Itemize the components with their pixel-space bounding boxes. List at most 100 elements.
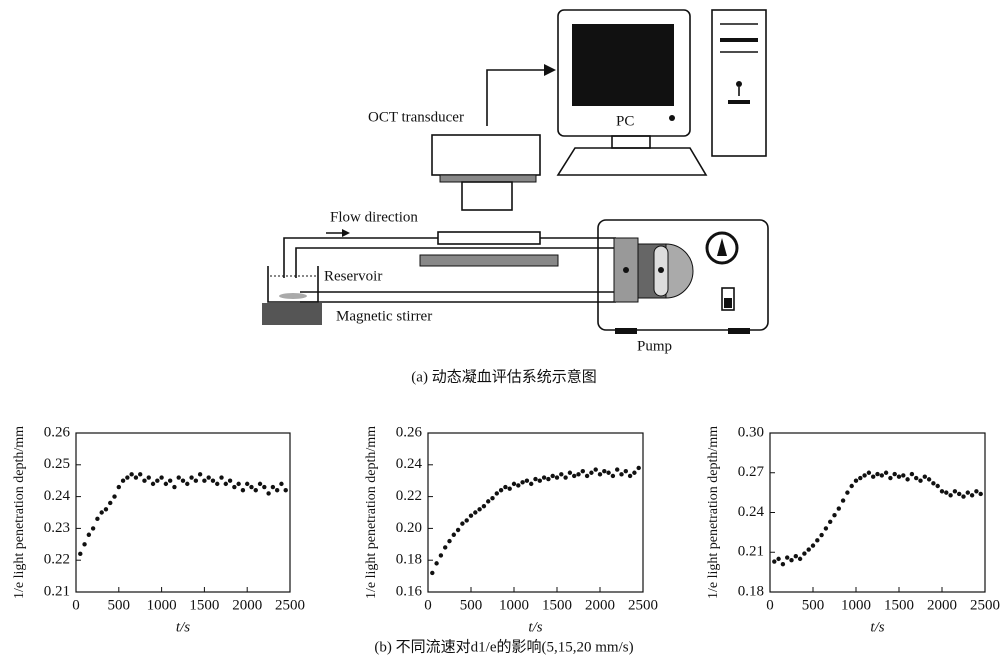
- point: [193, 478, 199, 483]
- point: [283, 488, 288, 493]
- point: [554, 475, 560, 480]
- plot-frame: [427, 432, 644, 593]
- x-tick-label: 500: [460, 597, 483, 613]
- point: [163, 481, 169, 487]
- plot-frame: [75, 432, 291, 593]
- point: [202, 478, 207, 483]
- point: [99, 510, 104, 515]
- monitor-base: [556, 147, 708, 176]
- point: [274, 488, 280, 493]
- x-tick-label: 1000: [499, 597, 529, 613]
- point: [627, 473, 633, 479]
- y-tick-label: 0.16: [396, 583, 423, 599]
- point: [537, 478, 542, 483]
- x-tick-label: 0: [766, 597, 774, 613]
- y-tick-label: 0.20: [396, 520, 422, 536]
- point: [828, 519, 833, 524]
- pin: [623, 267, 629, 273]
- point: [615, 467, 620, 472]
- label: Pump: [637, 338, 672, 354]
- point: [232, 484, 237, 490]
- x-tick-label: 1000: [841, 597, 871, 613]
- point: [253, 488, 258, 493]
- point: [546, 476, 551, 482]
- point: [257, 481, 263, 487]
- point: [507, 486, 512, 491]
- caption: (b) 不同流速对d1/e的影响(5,15,20 mm/s): [374, 638, 633, 655]
- pump-rotor: [665, 243, 694, 299]
- x-tick-label: 2500: [628, 597, 658, 613]
- point: [802, 551, 807, 556]
- point: [95, 516, 100, 522]
- point: [935, 483, 940, 489]
- point: [776, 556, 781, 562]
- point: [112, 494, 117, 499]
- point: [772, 559, 777, 564]
- x-tick-label: 1000: [147, 597, 177, 613]
- point: [871, 474, 876, 479]
- point: [82, 542, 87, 547]
- point: [215, 481, 220, 487]
- point: [606, 470, 611, 475]
- point: [447, 538, 452, 544]
- point: [785, 555, 790, 560]
- point: [845, 490, 850, 495]
- y-tick-label: 0.24: [396, 456, 423, 472]
- tube: [295, 247, 616, 278]
- point: [832, 512, 837, 518]
- y-tick-label: 0.25: [44, 456, 70, 472]
- point: [892, 471, 897, 477]
- point: [944, 490, 949, 495]
- monitor-neck: [611, 135, 651, 149]
- y-axis-label: 1/e light penetration depth/mm: [364, 426, 379, 599]
- point: [901, 473, 906, 478]
- point: [563, 475, 568, 480]
- point: [520, 480, 525, 485]
- point: [460, 521, 465, 526]
- arrow-head: [342, 229, 350, 237]
- plot-frame: [769, 432, 986, 593]
- point: [853, 478, 859, 483]
- point: [810, 543, 816, 548]
- point: [494, 491, 499, 496]
- screen: [572, 24, 674, 106]
- point: [909, 471, 915, 477]
- point: [961, 494, 966, 499]
- point: [197, 472, 203, 477]
- point: [511, 481, 517, 487]
- point: [481, 503, 487, 509]
- point: [249, 484, 254, 490]
- point: [905, 477, 910, 482]
- dial-needle: [717, 238, 727, 256]
- label: Magnetic stirrer: [336, 308, 432, 324]
- point: [451, 532, 456, 537]
- point: [789, 558, 794, 563]
- label: OCT transducer: [368, 109, 464, 125]
- point: [619, 472, 624, 477]
- y-tick-label: 0.23: [44, 520, 70, 536]
- point: [632, 470, 637, 475]
- point: [90, 526, 96, 531]
- caption: (a) 动态凝血评估系统示意图: [411, 367, 596, 385]
- label: PC: [616, 113, 634, 129]
- point: [541, 475, 547, 480]
- x-axis-label: t/s: [870, 619, 884, 635]
- point: [918, 478, 923, 483]
- point: [240, 488, 246, 493]
- power-dot: [669, 115, 675, 121]
- point: [155, 478, 160, 483]
- x-tick-label: 2000: [927, 597, 957, 613]
- point: [176, 475, 181, 480]
- y-tick-label: 0.22: [44, 552, 70, 568]
- point: [172, 484, 177, 490]
- point: [550, 473, 555, 479]
- tower: [711, 9, 767, 157]
- x-tick-label: 2000: [232, 597, 262, 613]
- point: [516, 483, 521, 488]
- point: [524, 478, 530, 483]
- reservoir: [267, 266, 319, 303]
- oct-box: [431, 134, 541, 176]
- point: [464, 518, 469, 523]
- point: [103, 507, 109, 512]
